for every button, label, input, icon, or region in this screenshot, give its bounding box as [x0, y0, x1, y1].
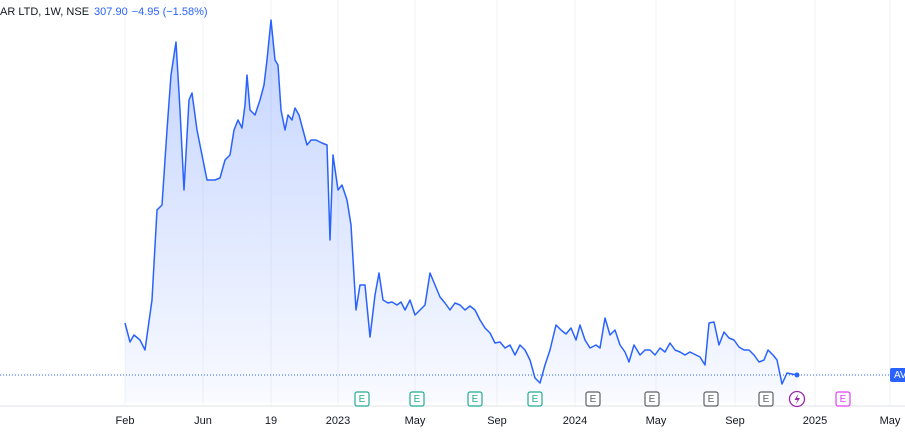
x-tick-label: Feb	[116, 415, 135, 427]
event-label: E	[763, 394, 770, 405]
event-box	[467, 391, 483, 407]
x-tick-label: Sep	[725, 415, 745, 427]
event-label: E	[649, 394, 656, 405]
event-label: E	[359, 394, 366, 405]
earnings-event: E	[644, 391, 660, 407]
symbol: AR LTD, 1W, NSE	[0, 6, 89, 18]
x-tick-label: Jun	[194, 415, 212, 427]
event-box	[585, 391, 601, 407]
event-box	[644, 391, 660, 407]
event-box	[354, 391, 370, 407]
dividend-icon	[788, 390, 806, 408]
event-box	[703, 391, 719, 407]
price-change: −4.95 (−1.58%)	[132, 6, 208, 18]
event-label: E	[708, 394, 715, 405]
event-label: E	[472, 394, 479, 405]
x-tick-label: May	[405, 415, 426, 427]
event-label: E	[532, 394, 539, 405]
event-box	[527, 391, 543, 407]
plot	[0, 19, 905, 402]
earnings-event: E	[835, 391, 851, 407]
event-label: E	[414, 394, 421, 405]
x-tick-label: Sep	[487, 415, 507, 427]
x-tick-label: 19	[265, 415, 277, 427]
event-label: E	[590, 394, 597, 405]
price-line	[124, 19, 798, 385]
event-label: E	[840, 394, 847, 405]
earnings-event: E	[467, 391, 483, 407]
event-box	[758, 391, 774, 407]
x-tick-label: 2023	[326, 415, 350, 427]
event-box	[409, 391, 425, 407]
x-ticks: Feb Jun 19 2023 May Sep 2024 May Sep 2025 May	[116, 415, 901, 427]
earnings-event: E	[758, 391, 774, 407]
earnings-event: E	[527, 391, 543, 407]
earnings-event: E	[585, 391, 601, 407]
x-tick-label: 2024	[563, 415, 587, 427]
event-box	[835, 391, 851, 407]
price-tag-box	[890, 368, 905, 382]
last-price: 307.90	[94, 6, 128, 18]
earnings-event: E	[354, 391, 370, 407]
price-tag: AV	[894, 370, 905, 381]
area-fill	[125, 20, 797, 402]
x-tick-label: 2025	[803, 415, 827, 427]
last-point	[794, 372, 800, 378]
x-tick-label: May	[646, 415, 667, 427]
x-tick-label: May	[880, 415, 901, 427]
earnings-event: E	[409, 391, 425, 407]
earnings-event: E	[703, 391, 719, 407]
